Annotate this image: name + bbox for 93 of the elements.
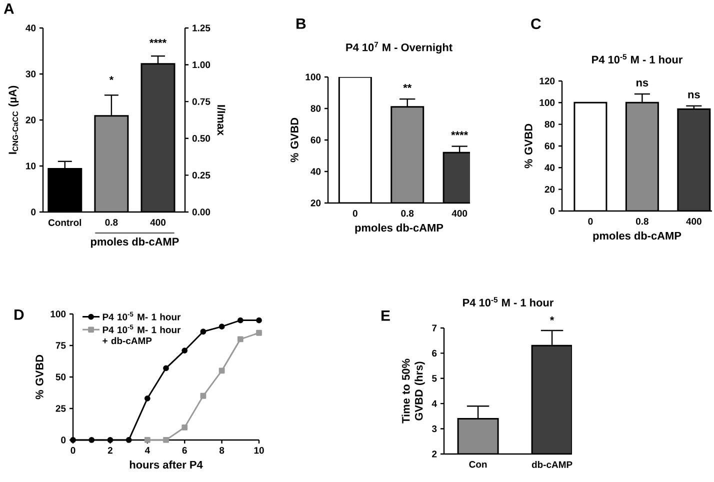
y-tick-label: 3 <box>432 425 437 432</box>
y-axis-title: I$_{CNG-CaCC}$ (µA) <box>8 86 19 154</box>
legend-label: P4 10$^{-5}$ M- 1 hour + db-cAMP <box>102 324 181 344</box>
y-tick-label: 75 <box>56 342 66 349</box>
y2-tick-label: 1.00 <box>192 61 210 68</box>
x-axis-title: pmoles db-cAMP <box>90 238 179 248</box>
y2-tick-label: 1.25 <box>192 24 210 32</box>
annotation: ** <box>403 84 412 88</box>
point <box>200 392 206 399</box>
legend-label: P4 10$^{-5}$ M- 1 hour <box>102 312 181 320</box>
point <box>256 330 262 336</box>
annotation: **** <box>150 38 167 44</box>
text: B <box>296 18 306 29</box>
point <box>182 348 188 354</box>
y-tick-label: 60 <box>310 136 321 144</box>
annotation: ns <box>636 80 648 86</box>
y-tick-label: 60 <box>544 142 555 150</box>
y-tick-label: 4 <box>432 400 437 407</box>
y-tick-label: 5 <box>432 375 437 382</box>
x-tick-label: Control <box>48 219 82 226</box>
x-tick-label: 400 <box>686 218 702 225</box>
x-tick-label: 6 <box>182 447 187 454</box>
x-tick-label: 0 <box>70 447 76 454</box>
y-tick-label: 50 <box>56 374 66 380</box>
point <box>144 395 150 402</box>
y2-tick-label: 0.00 <box>192 208 210 216</box>
x-tick-label: 0 <box>352 210 358 217</box>
text: E <box>382 310 390 321</box>
y-tick-label: 40 <box>310 168 321 175</box>
y-tick-label: 25 <box>56 405 66 412</box>
point <box>218 324 225 330</box>
x-axis-title: hours after P4 <box>130 460 203 469</box>
point <box>144 437 150 443</box>
point <box>88 437 95 443</box>
y-tick-label: 100 <box>540 99 555 106</box>
y2-tick-label: 0.75 <box>192 98 210 105</box>
x-axis-title: pmoles db-cAMP <box>593 232 682 242</box>
point <box>237 317 244 324</box>
y-axis-title: % GVBD <box>290 118 298 162</box>
x-tick-label: 4 <box>144 447 150 454</box>
annotation: **** <box>451 131 468 136</box>
y-tick-label: 0 <box>61 436 66 444</box>
y-tick-label: 20 <box>310 200 321 206</box>
y-axis-title: % GVBD <box>36 354 44 400</box>
x-tick-label: 0.8 <box>401 210 414 217</box>
y-tick-label: 10 <box>26 162 36 170</box>
annotation: * <box>109 76 114 80</box>
y-tick-label: 40 <box>26 24 36 32</box>
point <box>256 317 262 324</box>
y-tick-label: 30 <box>26 70 36 78</box>
point <box>107 437 114 443</box>
point <box>200 328 206 335</box>
text: A <box>4 4 14 14</box>
y-axis-title: Time to 50% GVBD (hrs) <box>402 358 425 424</box>
y-tick-label: 40 <box>544 164 555 172</box>
x-tick-label: 0 <box>588 218 593 225</box>
point <box>163 437 169 443</box>
x-axis-title: pmoles db-cAMP <box>355 224 444 234</box>
chart-title: P4 10$^{-5}$ M - 1 hour <box>463 297 554 306</box>
y-tick-label: 6 <box>432 350 437 357</box>
annotation: ns <box>688 92 700 98</box>
text: * <box>550 316 554 321</box>
x-tick-label: 2 <box>108 447 112 454</box>
y-tick-label: 120 <box>540 78 555 84</box>
point <box>126 437 132 443</box>
x-tick-label: 0.8 <box>636 218 648 225</box>
point <box>182 424 188 430</box>
x-tick-label: 10 <box>254 447 264 454</box>
y2-axis-title: I/Imax <box>217 105 226 136</box>
x-tick-label: db-cAMP <box>532 461 572 468</box>
point <box>218 368 225 374</box>
y-tick-label: 80 <box>310 105 321 112</box>
y-tick-label: 100 <box>306 74 321 80</box>
y2-tick-label: 0.50 <box>192 135 210 142</box>
chart-title: P4 10$^{-5}$ M - 1 hour <box>592 54 683 64</box>
text: C <box>531 18 541 30</box>
point <box>237 336 244 342</box>
x-tick-label: Con <box>469 461 487 468</box>
y2-tick-label: 0.25 <box>192 172 210 179</box>
y-tick-label: 100 <box>50 310 66 318</box>
x-tick-label: 400 <box>150 219 166 226</box>
y-tick-label: 80 <box>544 120 555 128</box>
chart-title: P4 10$^{7}$ M - Overnight <box>346 42 452 54</box>
x-tick-label: 0.8 <box>105 219 118 226</box>
y-axis-title: % GVBD <box>524 124 532 168</box>
y-tick-label: 7 <box>432 324 437 332</box>
text: D <box>14 310 24 320</box>
x-tick-label: 400 <box>452 210 468 217</box>
x-tick-label: 8 <box>219 447 224 454</box>
point <box>70 437 76 443</box>
point <box>163 365 169 372</box>
y-tick-label: 20 <box>544 186 555 193</box>
y-tick-label: 20 <box>26 116 36 124</box>
